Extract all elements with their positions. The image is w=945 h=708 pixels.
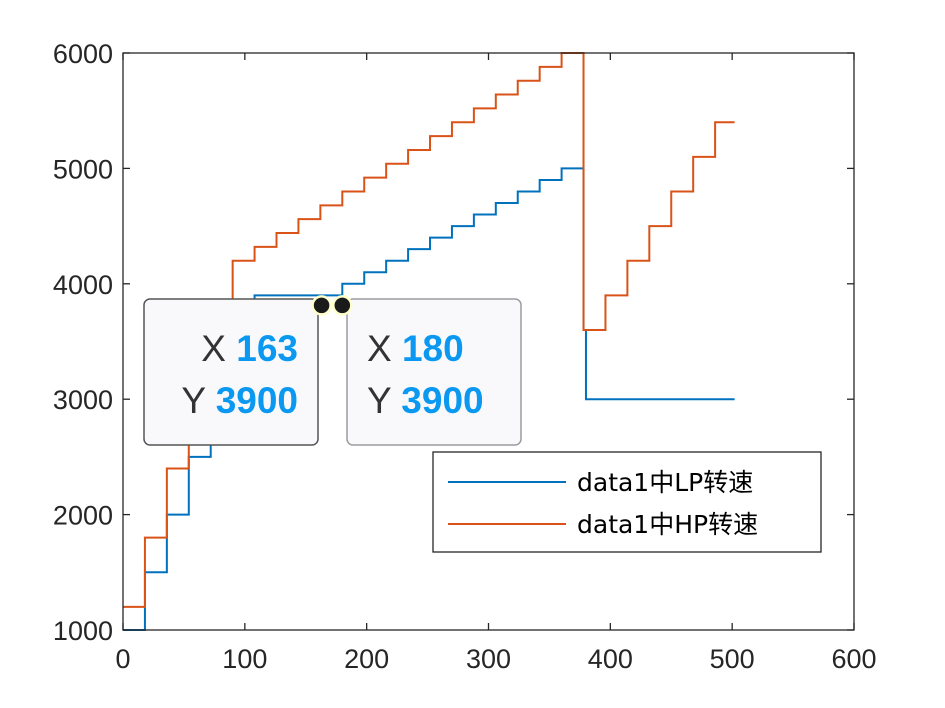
y-tick-label: 4000 — [53, 270, 113, 300]
datatip-row: Y 3900 — [181, 380, 298, 421]
datatip-key: X — [367, 328, 402, 369]
datatip-marker[interactable] — [332, 295, 353, 316]
x-tick-label: 400 — [588, 644, 633, 674]
datatip-key: Y — [367, 380, 401, 421]
y-tick-label: 5000 — [53, 154, 113, 184]
datatip-row: Y 3900 — [367, 380, 484, 421]
datatip-row: X 180 — [367, 328, 464, 369]
x-tick-label: 300 — [466, 644, 511, 674]
y-tick-label: 3000 — [53, 385, 113, 415]
y-tick-label: 6000 — [53, 39, 113, 69]
legend-label-2: data1中HP转速 — [577, 510, 758, 539]
datatip-key: Y — [181, 380, 215, 421]
datatip-value: 3900 — [216, 380, 298, 421]
y-tick-label: 1000 — [53, 616, 113, 646]
x-tick-label: 500 — [710, 644, 755, 674]
datatip-box — [346, 298, 522, 446]
x-tick-label: 100 — [222, 644, 267, 674]
legend-box — [432, 451, 822, 553]
datatip-value: 3900 — [401, 380, 483, 421]
y-tick-label: 2000 — [53, 501, 113, 531]
datatip-marker[interactable] — [311, 295, 332, 316]
legend-label-1: data1中LP转速 — [577, 468, 753, 497]
x-tick-label: 200 — [344, 644, 389, 674]
datatip-key: X — [201, 328, 236, 369]
datatip-value: 180 — [402, 328, 464, 369]
legend[interactable]: data1中LP转速 data1中HP转速 — [432, 451, 822, 553]
datatip-box — [143, 298, 319, 446]
x-tick-label: 0 — [115, 644, 130, 674]
ticks-layer: 0 100 200 300 400 500 600 1000 2000 3000 4000 5000 6… — [53, 39, 877, 674]
datatip-row: X 163 — [201, 328, 298, 369]
datatip-1[interactable]: X 163 Y 3900 — [143, 295, 332, 446]
datatip-value: 163 — [236, 328, 298, 369]
series-line-1 — [123, 167, 735, 631]
x-tick-label: 600 — [831, 644, 876, 674]
